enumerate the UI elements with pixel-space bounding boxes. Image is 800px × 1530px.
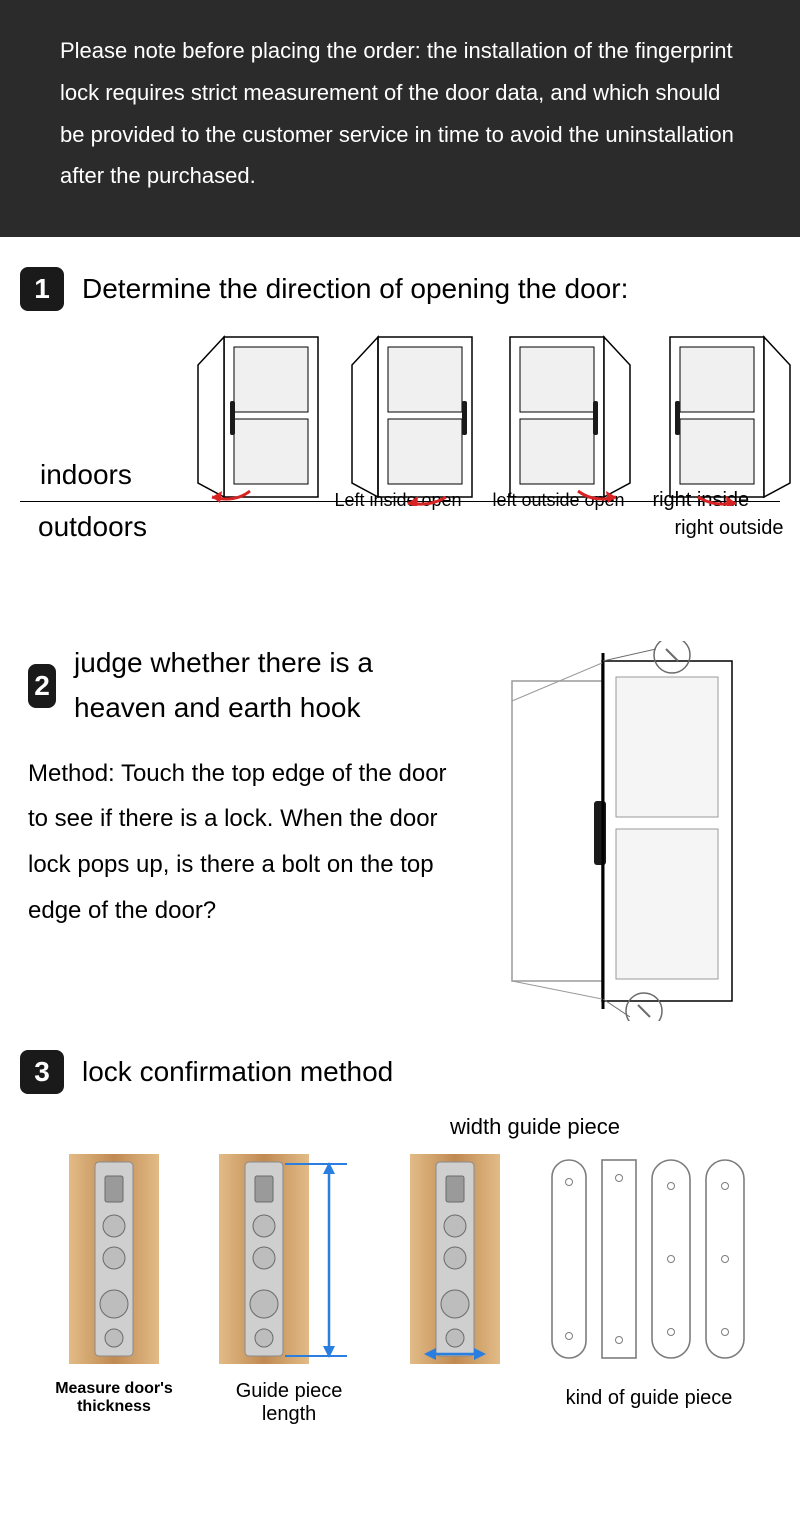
step2-title: judge whether there is a heaven and eart… [74,641,452,731]
step2-heading: 2 judge whether there is a heaven and ea… [28,641,452,731]
doors-diagram: indoors outdoors Left inside open [20,331,780,611]
width-guide-label: width guide piece [290,1114,780,1140]
lock-plate-1-svg [69,1154,159,1364]
order-notice: Please note before placing the order: th… [0,0,800,237]
lock-cap-1: Guide piece length [212,1380,366,1426]
order-notice-text: Please note before placing the order: th… [60,38,734,188]
door-left-outside-svg [338,331,488,506]
step1-section: 1 Determine the direction of opening the… [0,237,800,631]
lock-plate-2-svg [219,1154,359,1364]
step3-section: 3 lock confirmation method width guide p… [0,1046,800,1466]
step3-badge: 3 [20,1050,64,1094]
step1-badge: 1 [20,267,64,311]
guide-shapes-svg [544,1154,754,1364]
lock-cap-3: kind of guide piece [544,1380,754,1416]
lock-item-width [396,1154,514,1370]
lock-cap-0: Measure door's thickness [46,1380,182,1416]
indoors-label: indoors [40,459,132,491]
step2-section: 2 judge whether there is a heaven and ea… [0,631,800,1046]
lock-item-thickness: Measure door's thickness [46,1154,182,1416]
step3-title: lock confirmation method [82,1056,393,1088]
door-right-outside: right outside [654,331,800,540]
lock-item-length: Guide piece length [212,1154,366,1426]
heaven-earth-hook-svg [472,641,772,1021]
outdoors-label: outdoors [38,511,147,543]
lock-row: Measure door's thickness [20,1144,780,1446]
lock-item-kinds: kind of guide piece [544,1154,754,1416]
step2-num: 2 [34,670,50,702]
step3-num: 3 [34,1056,50,1088]
step2-diagram [472,641,772,1026]
step1-title: Determine the direction of opening the d… [82,273,628,305]
door-caption-3: right outside [675,517,784,540]
door-right-outside-svg [654,331,800,506]
step1-heading: 1 Determine the direction of opening the… [20,267,780,311]
step2-left: 2 judge whether there is a heaven and ea… [28,641,452,1026]
step2-badge: 2 [28,664,56,708]
step3-heading: 3 lock confirmation method [20,1050,780,1094]
lock-plate-3-svg [400,1154,510,1364]
door-left-inside-svg [180,331,330,506]
step1-num: 1 [34,273,50,305]
step2-method: Method: Touch the top edge of the door t… [28,751,452,933]
door-right-inside-svg [498,331,648,506]
